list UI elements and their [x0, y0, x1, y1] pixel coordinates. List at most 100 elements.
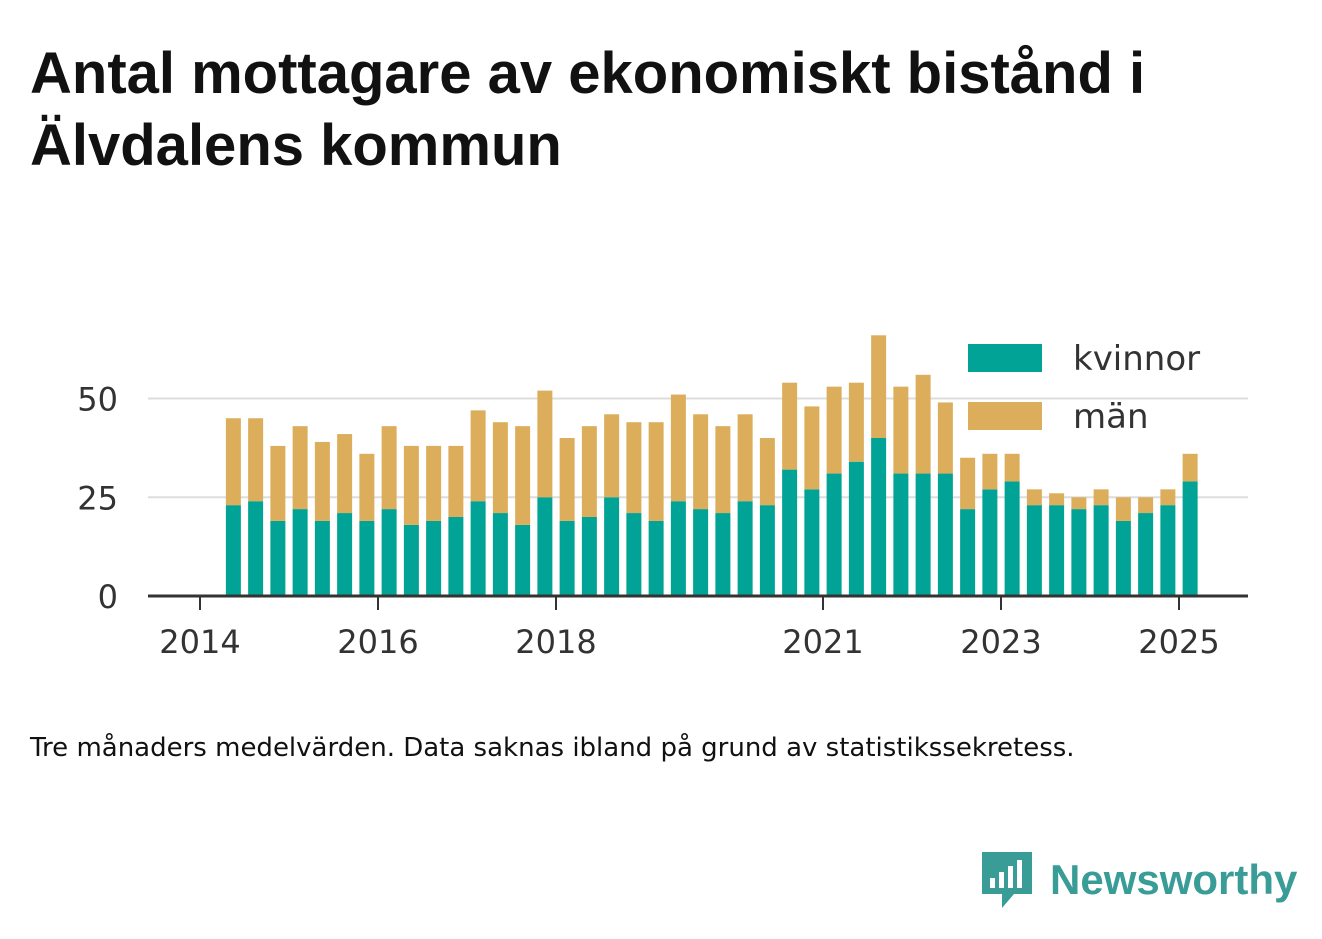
bar-kvinnor-2022-Q1	[915, 473, 931, 596]
bar-kvinnor-2021-Q3	[871, 438, 887, 596]
bar-kvinnor-2021-Q2	[848, 461, 864, 596]
bar-man-2019-Q4	[715, 426, 731, 514]
bar-kvinnor-2019-Q3	[693, 509, 709, 596]
bar-man-2015-Q3	[337, 434, 353, 514]
bar-kvinnor-2023-Q3	[1049, 505, 1065, 596]
bar-kvinnor-2022-Q2	[937, 473, 953, 596]
bar-kvinnor-2023-Q1	[1004, 481, 1020, 596]
x-tick-label-2016: 2016	[337, 623, 418, 661]
x-tick-label-2018: 2018	[515, 623, 596, 661]
bar-man-2021-Q3	[871, 335, 887, 438]
bar-kvinnor-2015-Q3	[337, 513, 353, 596]
bar-man-2022-Q3	[960, 457, 976, 510]
bar-man-2020-Q1	[737, 414, 753, 502]
x-tick-label-2021: 2021	[782, 623, 863, 661]
bar-kvinnor-2015-Q2	[314, 520, 330, 596]
bar-man-2021-Q4	[893, 386, 909, 474]
x-tick-label-2023: 2023	[960, 623, 1041, 661]
bar-man-2024-Q3	[1138, 497, 1154, 514]
legend-swatch-kvinnor	[968, 344, 1042, 372]
bar-man-2021-Q2	[848, 382, 864, 462]
bar-man-2024-Q4	[1160, 489, 1176, 506]
bar-kvinnor-2021-Q4	[893, 473, 909, 596]
bar-kvinnor-2018-Q2	[581, 517, 597, 596]
bar-kvinnor-2017-Q3	[515, 524, 531, 596]
bar-man-2023-Q4	[1071, 497, 1087, 510]
legend: kvinnor män	[968, 339, 1200, 437]
bar-man-2015-Q4	[359, 453, 375, 521]
bar-kvinnor-2020-Q2	[759, 505, 775, 596]
bar-man-2018-Q2	[581, 426, 597, 517]
bar-man-2022-Q4	[982, 453, 998, 490]
bar-man-2017-Q4	[537, 390, 553, 498]
bar-kvinnor-2019-Q1	[648, 520, 664, 596]
bar-kvinnor-2023-Q4	[1071, 509, 1087, 596]
bar-kvinnor-2017-Q1	[470, 501, 486, 596]
bar-kvinnor-2020-Q1	[737, 501, 753, 596]
bar-kvinnor-2017-Q4	[537, 497, 553, 596]
bars	[225, 335, 1198, 596]
bar-kvinnor-2022-Q4	[982, 489, 998, 596]
bar-man-2017-Q2	[492, 422, 508, 514]
bar-man-2015-Q2	[314, 441, 330, 521]
bar-kvinnor-2016-Q3	[426, 520, 442, 596]
bar-kvinnor-2021-Q1	[826, 473, 842, 596]
bar-kvinnor-2024-Q1	[1093, 505, 1109, 596]
bar-man-2021-Q1	[826, 386, 842, 474]
bar-man-2025-Q1	[1182, 453, 1198, 482]
stacked-bar-chart: 0 25 50 2014 2016 2018 2021 2023 2025 kvinnor mä…	[77, 335, 1248, 661]
bar-kvinnor-2016-Q1	[381, 509, 397, 596]
y-tick-label-25: 25	[77, 479, 118, 517]
bar-kvinnor-2018-Q1	[559, 520, 575, 596]
bar-kvinnor-2019-Q4	[715, 513, 731, 596]
bar-kvinnor-2016-Q4	[448, 517, 464, 596]
bar-kvinnor-2014-Q2	[225, 505, 241, 596]
bar-man-2024-Q2	[1115, 497, 1131, 521]
newsworthy-brand[interactable]: Newsworthy	[980, 850, 1297, 910]
bar-kvinnor-2018-Q4	[626, 513, 642, 596]
bar-kvinnor-2015-Q1	[292, 509, 308, 596]
bar-kvinnor-2024-Q3	[1138, 513, 1154, 596]
bar-kvinnor-2017-Q2	[492, 513, 508, 596]
legend-swatch-man	[968, 402, 1042, 430]
bar-man-2014-Q3	[248, 418, 264, 502]
bar-man-2019-Q1	[648, 422, 664, 521]
chart-caption: Tre månaders medelvärden. Data saknas ib…	[30, 733, 1075, 763]
chart-title: Antal mottagare av ekonomiskt bistånd i …	[30, 41, 1146, 178]
x-tick-label-2014: 2014	[159, 623, 240, 661]
y-tick-label-0: 0	[98, 578, 118, 616]
bar-kvinnor-2024-Q4	[1160, 505, 1176, 596]
bar-man-2022-Q1	[915, 374, 931, 474]
bar-man-2023-Q3	[1049, 493, 1065, 506]
bar-man-2014-Q4	[270, 445, 286, 521]
bar-man-2017-Q1	[470, 410, 486, 502]
bar-man-2015-Q1	[292, 426, 308, 510]
axes: 0 25 50 2014 2016 2018 2021 2023 2025	[77, 381, 1248, 661]
bar-man-2023-Q1	[1004, 453, 1020, 482]
bar-kvinnor-2024-Q2	[1115, 520, 1131, 596]
bar-man-2018-Q3	[604, 414, 620, 498]
legend-label-man: män	[1073, 397, 1149, 437]
bar-kvinnor-2019-Q2	[670, 501, 686, 596]
bar-man-2016-Q3	[426, 445, 442, 521]
bar-man-2016-Q2	[403, 445, 419, 525]
bar-man-2016-Q1	[381, 426, 397, 510]
bar-man-2016-Q4	[448, 445, 464, 517]
bar-kvinnor-2023-Q2	[1026, 505, 1042, 596]
bar-man-2020-Q2	[759, 438, 775, 506]
bar-kvinnor-2022-Q3	[960, 509, 976, 596]
bar-kvinnor-2014-Q4	[270, 520, 286, 596]
bar-man-2018-Q1	[559, 438, 575, 521]
bar-kvinnor-2018-Q3	[604, 497, 620, 596]
bar-man-2014-Q2	[225, 418, 241, 506]
bar-kvinnor-2014-Q3	[248, 501, 264, 596]
bar-man-2023-Q2	[1026, 489, 1042, 506]
legend-label-kvinnor: kvinnor	[1073, 339, 1200, 379]
bar-kvinnor-2020-Q3	[782, 469, 798, 596]
bar-kvinnor-2015-Q4	[359, 520, 375, 596]
bar-kvinnor-2020-Q4	[804, 489, 820, 596]
bar-kvinnor-2016-Q2	[403, 524, 419, 596]
bar-man-2020-Q4	[804, 406, 820, 490]
bar-man-2017-Q3	[515, 426, 531, 525]
x-tick-label-2025: 2025	[1138, 623, 1219, 661]
